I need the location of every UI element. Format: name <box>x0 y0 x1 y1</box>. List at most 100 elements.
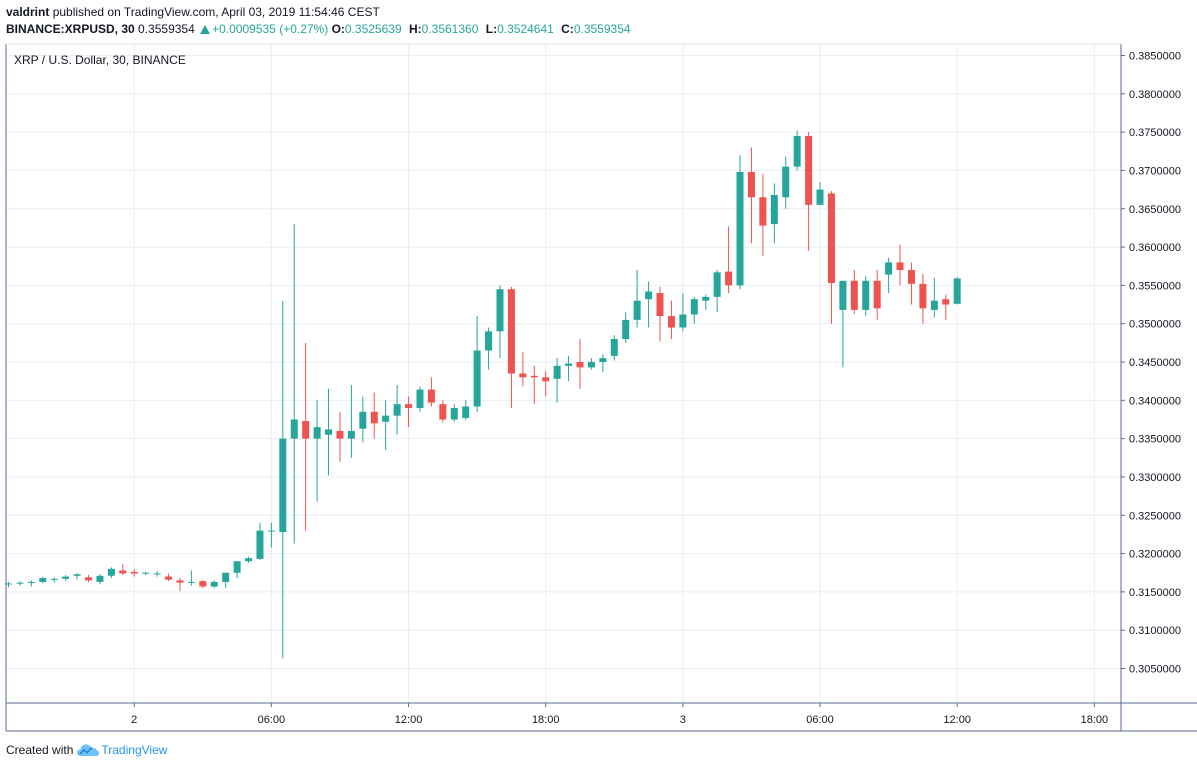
candle <box>119 564 127 576</box>
price-tick-label: 0.3700000 <box>1129 165 1181 177</box>
candle-body <box>827 193 835 284</box>
low-label: L: <box>485 22 498 36</box>
candle-body <box>930 300 938 310</box>
candle-body <box>919 283 927 309</box>
open-value: 0.3525639 <box>344 22 402 36</box>
candle-body <box>416 389 424 408</box>
low-value: 0.3524641 <box>497 22 554 36</box>
candle-body <box>16 582 24 584</box>
candle <box>793 130 801 171</box>
candle-body <box>473 350 481 407</box>
candle <box>313 400 321 502</box>
time-tick-label: 3 <box>680 714 686 726</box>
candle <box>656 286 664 342</box>
candle <box>245 556 253 563</box>
price-tick-label: 0.3050000 <box>1129 664 1181 676</box>
candle-body <box>565 363 573 366</box>
candle <box>679 293 687 332</box>
candle-body <box>462 406 470 418</box>
candle-body <box>290 419 298 439</box>
candle <box>759 174 767 257</box>
candle <box>73 572 81 580</box>
candle <box>290 224 298 544</box>
candle <box>702 294 710 310</box>
close-label: C: <box>561 22 574 36</box>
candle <box>233 561 241 579</box>
candle <box>530 365 538 405</box>
candle <box>50 577 58 583</box>
candle <box>107 567 115 579</box>
price-tick-label: 0.3800000 <box>1129 89 1181 101</box>
candle <box>39 576 47 584</box>
candle <box>553 358 561 403</box>
candle-body <box>839 280 847 310</box>
footer: Created with TradingView <box>6 743 167 757</box>
candle <box>622 312 630 343</box>
candle <box>690 296 698 324</box>
candle-body <box>233 561 241 573</box>
candle <box>873 270 881 320</box>
tradingview-logo[interactable]: TradingView <box>77 743 167 757</box>
candle-body <box>530 375 538 378</box>
candle-body <box>336 430 344 439</box>
candle <box>302 342 310 531</box>
publisher-name[interactable]: valdrint <box>6 5 50 19</box>
price-tick-label: 0.3350000 <box>1129 434 1181 446</box>
time-tick-label: 06:00 <box>258 714 286 726</box>
candle <box>450 404 458 422</box>
candle-body <box>142 572 150 574</box>
candle-body <box>542 377 550 382</box>
chart-frame <box>5 43 1197 732</box>
candle <box>382 400 390 451</box>
tradingview-cloud-icon <box>77 744 100 756</box>
candle-body <box>587 362 595 368</box>
candle <box>782 156 790 209</box>
price-tick-label: 0.3200000 <box>1129 549 1181 561</box>
candle-body <box>153 573 161 575</box>
candle-body <box>862 280 870 310</box>
candle <box>485 327 493 370</box>
candle <box>5 581 12 588</box>
candle-body <box>210 581 218 587</box>
price-tick-label: 0.3550000 <box>1129 280 1181 292</box>
candle <box>96 574 104 585</box>
candle <box>942 294 950 320</box>
time-tick-label: 12:00 <box>943 714 971 726</box>
candle <box>165 573 173 582</box>
chart-grid <box>6 44 1121 703</box>
price-axis[interactable]: 0.3050000 0.3100000 0.3150000 0.3200000 0.32… <box>1121 50 1181 676</box>
candle-body <box>5 583 12 585</box>
candle <box>885 257 893 294</box>
candle <box>370 392 378 439</box>
symbol-label: BINANCE:XRPUSD, 30 <box>6 22 135 36</box>
candle-body <box>690 299 698 315</box>
candle <box>667 300 675 340</box>
candle-body <box>279 438 287 533</box>
candle <box>393 384 401 435</box>
candle-body <box>907 270 915 284</box>
candle-body <box>450 407 458 420</box>
candle-body <box>62 576 70 579</box>
candle <box>747 147 755 244</box>
candle <box>359 396 367 443</box>
candle-body <box>439 404 447 420</box>
candle <box>62 575 70 582</box>
candle-body <box>759 197 767 226</box>
candle <box>416 386 424 412</box>
candle-body <box>165 576 173 580</box>
candle-body <box>119 570 127 574</box>
candle <box>827 191 835 324</box>
time-tick-label: 18:00 <box>532 714 560 726</box>
candle-body <box>485 331 493 351</box>
candle <box>427 377 435 407</box>
candle-body <box>633 300 641 320</box>
candle-body <box>885 262 893 275</box>
candle <box>347 384 355 458</box>
time-axis[interactable]: 2 06:00 12:00 18:00 3 06:00 12:00 18:00 <box>131 703 1108 726</box>
candle <box>816 181 824 205</box>
candle-body <box>359 411 367 429</box>
candle-body <box>496 289 504 332</box>
candle <box>633 270 641 328</box>
candle <box>565 355 573 382</box>
